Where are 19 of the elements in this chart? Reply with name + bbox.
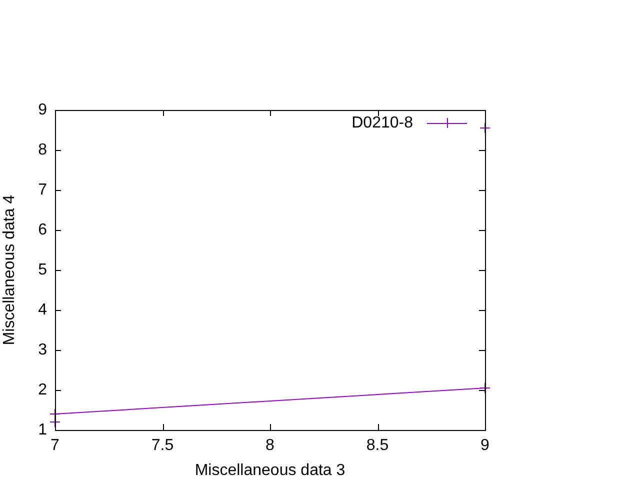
x-tick-label: 9	[480, 437, 490, 454]
y-tick-label: 5	[38, 261, 48, 278]
x-tick-label: 7	[50, 437, 60, 454]
y-tick-label: 3	[38, 341, 48, 358]
y-tick-label: 4	[38, 301, 48, 318]
x-tick-label: 7.5	[151, 437, 174, 454]
legend-label: D0210-8	[352, 114, 414, 132]
y-tick-label: 8	[38, 141, 48, 158]
y-tick-label: 1	[38, 421, 48, 438]
y-axis-title: Miscellaneous data 4	[1, 194, 18, 346]
point	[480, 122, 490, 134]
x-tick-label: 8.5	[366, 437, 389, 454]
y-tick-label: 7	[38, 181, 48, 198]
x-axis-title: Miscellaneous data 3	[194, 462, 346, 479]
y-tick-label: 6	[38, 221, 48, 238]
y-tick-label: 2	[38, 381, 48, 398]
x-tick-label: 8	[266, 437, 275, 454]
y-tick-label: 9	[38, 101, 48, 118]
point	[480, 382, 490, 394]
